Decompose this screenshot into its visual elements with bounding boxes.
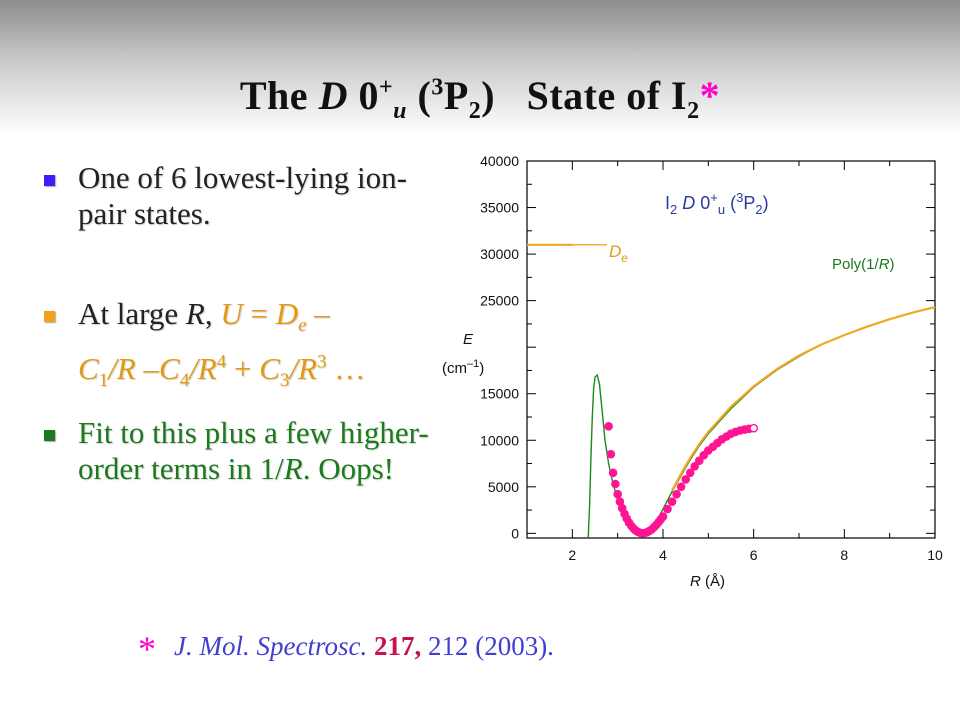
x-tick-labels: 2 4 6 8 10: [568, 547, 943, 563]
bullet-item-1: One of 6 lowest-lying ion-pair states.: [40, 160, 440, 232]
y-axis-label-e: E: [463, 331, 474, 348]
data-point: [681, 475, 690, 484]
y-tick-labels: 0 5000 10000 15000 25000 30000 35000 40000: [480, 153, 519, 541]
potential-energy-chart: 0 5000 10000 15000 25000 30000 35000 40000 2 4 6 8…: [432, 143, 960, 603]
x-tick-label: 10: [927, 547, 943, 563]
y-axis-label-unit: (cm–1): [442, 358, 484, 377]
y-tick-label: 15000: [480, 386, 519, 402]
bullet-marker-icon: [44, 430, 55, 441]
data-point: [613, 489, 622, 499]
plot-frame: [526, 160, 936, 539]
y-tick-label: 35000: [480, 200, 519, 216]
data-point: [604, 421, 613, 431]
x-tick-label: 4: [659, 547, 667, 563]
bullet-item-2: At large R, U = De – C1/R –C4/R4 + C3/R3 …: [40, 296, 440, 399]
bullet-item-3: Fit to this plus a few higher-order term…: [40, 415, 440, 487]
y-tick-label: 5000: [488, 479, 519, 495]
title-star: *: [699, 73, 721, 118]
slide-title: The D 0+u (3P2) State of I2*: [239, 73, 721, 124]
data-points: [604, 421, 759, 538]
data-point: [606, 449, 616, 459]
de-label: De: [609, 242, 628, 265]
x-axis-label: R (Å): [690, 573, 725, 590]
reference-star: *: [138, 629, 156, 669]
data-point: [685, 468, 695, 478]
data-point: [667, 497, 677, 507]
data-point: [672, 489, 681, 499]
chart-background: [432, 143, 960, 603]
data-point: [676, 482, 686, 492]
data-point: [749, 423, 759, 433]
x-tick-label: 8: [840, 547, 848, 563]
poly-label: Poly(1/R): [832, 256, 895, 273]
y-tick-label: 30000: [480, 246, 519, 262]
y-tick-label: 0: [511, 525, 519, 541]
bullet-marker-icon: [44, 311, 55, 322]
reference-footnote: * J. Mol. Spectrosc. 217, 212 (2003).: [138, 629, 554, 669]
chart-title: I2 D 0+u (3P2): [665, 190, 769, 217]
y-tick-label: 10000: [480, 432, 519, 448]
data-point: [658, 512, 668, 521]
y-tick-label: 25000: [480, 293, 519, 309]
data-point: [663, 504, 672, 514]
data-point: [608, 468, 618, 478]
x-tick-label: 6: [750, 547, 758, 563]
bullet-marker-icon: [44, 175, 55, 186]
chart-axes: [526, 160, 936, 539]
chart-svg: 0 5000 10000 15000 25000 30000 35000 40000 2 4 6 8…: [432, 143, 960, 603]
data-point: [694, 456, 704, 466]
x-tick-label: 2: [568, 547, 576, 563]
y-tick-label: 40000: [480, 153, 519, 169]
data-point: [690, 461, 700, 471]
data-point: [611, 479, 620, 489]
